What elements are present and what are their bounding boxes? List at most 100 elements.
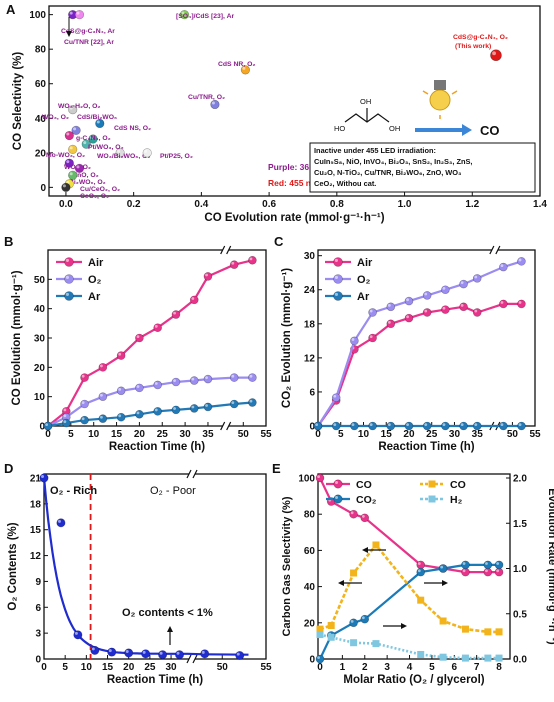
- panel-C-series-0-point-11-shine: [518, 301, 522, 304]
- panel-C-series-1-point-3-shine: [369, 309, 373, 313]
- panel-C-series-2-point-11: [517, 421, 526, 431]
- panel-a-point-5-shine: [211, 101, 215, 105]
- panel-e-series-1-point-5: [438, 564, 448, 573]
- panel-a-point-label-19: CeO₂, O₂: [80, 193, 109, 200]
- inactive-line-2: Cu₂O, N-TiO₂, Cu/TNR, Bi₂WO₆, ZnO, WO₃: [314, 168, 461, 177]
- panel-B-y-tick-label: 40: [34, 304, 46, 315]
- panel-e-series-0-line: [319, 477, 499, 574]
- panel-e-series-3-point-7: [484, 654, 492, 662]
- panel-d-point-5-shine: [125, 650, 129, 653]
- panel-B-xtick-label: 35: [202, 429, 214, 440]
- panel-B-y-tick-label: 0: [39, 422, 45, 433]
- panel-e-arrow-co2-left-head: [338, 580, 344, 586]
- panel-B-series-0-line: [47, 259, 253, 427]
- inactive-line-1: CuIn₅S₈, NiO, InVO₄, Bi₂O₃, SnS₂, In₂S₃,…: [314, 157, 472, 166]
- panel-C-xtick-label: 50: [507, 429, 519, 440]
- panel-C-series-1-point-2: [350, 336, 359, 346]
- panel-C-series-1-point-9-shine: [474, 275, 478, 279]
- panel-B-series-1-point-5-shine: [136, 385, 140, 388]
- panel-e-series-1-point-6-shine: [462, 562, 466, 565]
- panel-d-xtick-label: 20: [123, 662, 135, 673]
- glycerol-ho-left: HO: [334, 124, 345, 133]
- panel-a-point-label-9: WO₃, O₂: [42, 114, 69, 121]
- panel-C-series-2-point-11-shine: [518, 423, 522, 426]
- panel-C-break-top-b: [495, 245, 501, 255]
- panel-B-break-top-a: [220, 245, 226, 255]
- panel-e-xlabel: Molar Ratio (O₂ / glycerol): [343, 674, 484, 686]
- panel-B-break-top-gap: [222, 248, 229, 253]
- panel-e-y2label: Evolution Rate (mmol·g⁻¹·h⁻¹): [546, 488, 554, 645]
- panel-B-series-1-point-10-shine: [231, 374, 235, 378]
- panel-C-series-1-point-11: [517, 257, 526, 266]
- panel-e-legend-marker-0-shine: [335, 481, 338, 484]
- panel-a-point-19-shine: [62, 184, 66, 188]
- panel-e-series-0-point-0-shine: [317, 475, 320, 478]
- panel-C-y-tick-label: 18: [304, 319, 316, 330]
- panel-a-point-14-shine: [144, 149, 148, 153]
- panel-e-y-tick-label: 80: [304, 510, 316, 521]
- panel-B-series-2-line: [47, 401, 253, 428]
- panel-C-series-2-point-4: [386, 421, 396, 431]
- panel-d-point-3: [90, 645, 100, 655]
- panel-C-series-2-point-7-shine: [442, 423, 446, 426]
- panel-C-xtick-label: 35: [472, 429, 484, 440]
- panel-a-point-3: [490, 49, 502, 62]
- panel-C-legend-marker-2-shine: [334, 292, 338, 296]
- panel-d-xtick-label: 0: [41, 662, 47, 673]
- panel-e-series-3-line: [319, 633, 499, 660]
- panel-e-series-1-point-2: [349, 618, 358, 628]
- panel-C-series-1-point-9: [472, 274, 482, 283]
- panel-C-series-0-point-5: [404, 313, 414, 323]
- panel-a-xtick-label: 1.4: [533, 199, 547, 210]
- panel-C-legend-label-0: Air: [357, 257, 373, 269]
- panel-B-legend-marker-2-shine: [65, 292, 70, 296]
- panel-C-series-1-point-1-shine: [333, 394, 337, 398]
- panel-e-series-0-point-3: [360, 513, 370, 523]
- panel-a-point-11-shine: [83, 141, 87, 145]
- panel-B-series-1-point-3: [98, 392, 108, 401]
- panel-a-y-tick-label: 20: [35, 148, 47, 159]
- panel-C-break-top-a: [489, 245, 495, 255]
- panel-d-note: O₂ contents < 1%: [122, 607, 213, 619]
- panel-B-series-2-point-9-shine: [205, 404, 208, 407]
- panel-a-xtick-label: 1.2: [465, 199, 479, 210]
- panel-d-y-tick-label: 6: [35, 603, 41, 614]
- panel-a-point-5: [210, 99, 220, 110]
- panel-B-series-2-point-10: [229, 399, 239, 409]
- reaction-arrow-icon: [415, 124, 472, 136]
- panel-C-series-0-point-4: [386, 319, 396, 329]
- panel-B-series-2-point-3: [98, 414, 108, 423]
- panel-B-legend-label-0: Air: [88, 257, 104, 269]
- panel-e-series-2-point-4: [417, 596, 425, 604]
- panel-a-this-work-label: (This work): [455, 43, 491, 50]
- panel-B-xtick-label: 55: [260, 429, 272, 440]
- panel-B-series-1-point-7: [171, 377, 181, 387]
- panel-C-y-tick-label: 0: [309, 422, 315, 433]
- panel-C-series-2-point-10: [499, 421, 508, 431]
- panel-C-series-1-point-1: [331, 393, 341, 402]
- panel-a-letter: A: [6, 2, 16, 17]
- panel-d-point-9: [200, 649, 210, 659]
- panel-B-xtick-label: 10: [88, 429, 100, 440]
- panel-d-break-0-b: [192, 469, 198, 479]
- panel-a-point-3-shine: [492, 51, 496, 56]
- panel-B-series-1-point-8-shine: [191, 377, 195, 381]
- panel-e-xtick-label: 4: [407, 662, 413, 673]
- panel-C-series-2-point-7: [441, 421, 450, 431]
- panel-d-point-1: [56, 518, 66, 528]
- panel-C-series-2-point-4-shine: [387, 423, 391, 426]
- panel-a-point-13-shine: [117, 149, 121, 153]
- panel-a-point-9-shine: [66, 132, 70, 136]
- panel-C-legend-marker-0-shine: [334, 258, 338, 262]
- panel-B-y-tick-label: 50: [34, 275, 46, 286]
- panel-B-series-1-point-4: [116, 386, 126, 396]
- panel-a-point-label-12: Mo-WO₃, O₂: [46, 152, 85, 159]
- panel-d-rich-label: O₂ - Rich: [50, 485, 97, 497]
- panel-B-series-1-point-7-shine: [173, 379, 176, 382]
- panel-C-series-2-point-3: [368, 421, 377, 431]
- panel-d-xlabel: Reaction Time (h): [107, 674, 203, 686]
- panel-e-y-tick-label: 40: [304, 582, 316, 593]
- panel-B-series-0-point-11-shine: [249, 257, 253, 261]
- panel-a-point-label-1: CdS@g-C₃N₄, Ar: [61, 28, 115, 35]
- panel-d-xtick-label: 10: [81, 662, 93, 673]
